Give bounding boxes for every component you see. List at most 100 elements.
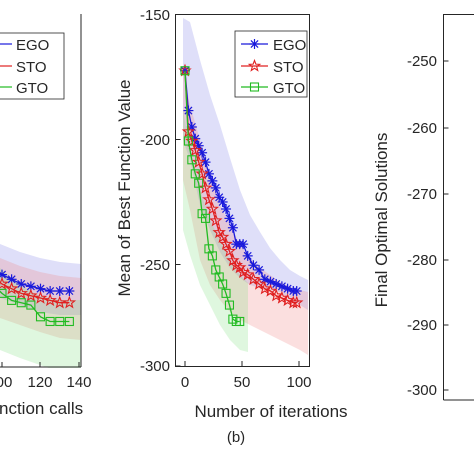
left-point-gto-7: [55, 316, 65, 327]
b-legend-markers: [247, 39, 262, 92]
right-ytick-label-4: -290: [407, 317, 437, 334]
b-xticks: [184, 361, 300, 366]
b-xtick-label-2: 100: [286, 374, 311, 391]
left-xticks: [1, 362, 80, 367]
b-ytick-label-0: -150: [140, 7, 170, 24]
b-yticks: [175, 14, 181, 367]
b-point-gto-9: [211, 265, 221, 275]
b-point-sto-22: [263, 283, 278, 297]
left-series: [0, 269, 77, 327]
b-point-ego-27: [291, 286, 302, 297]
right-ytick-label-5: -300: [407, 382, 437, 399]
b-band-ego: [183, 18, 308, 310]
b-legend-marker-sto: [247, 58, 262, 72]
b-point-gto-0: [180, 66, 190, 76]
left-point-sto-1: [0, 276, 9, 290]
b-legend-marker-ego: [249, 39, 260, 49]
b-point-sto-16: [232, 260, 247, 274]
b-y-axis-label: Mean of Best Function Value: [115, 79, 134, 296]
b-point-gto-5: [197, 209, 207, 219]
left-point-ego-8: [64, 286, 75, 297]
b-legend-marker-gto: [249, 82, 260, 92]
b-xtick-label-0: 0: [181, 374, 189, 391]
left-point-gto-5: [35, 312, 46, 322]
right-y-axis-label: Final Optimal Solutions: [372, 133, 391, 308]
b-caption: (b): [227, 429, 245, 446]
b-legend-label-ego: EGO: [273, 37, 306, 54]
b-point-gto-12: [221, 288, 231, 298]
b-point-gto-2: [187, 155, 197, 165]
b-point-ego-19: [248, 260, 259, 271]
b-point-sto-3: [188, 143, 202, 157]
b-point-sto-10: [212, 225, 226, 239]
left-panel: 00 120 140 nction calls EGO STO GTO: [0, 14, 92, 418]
b-point-sto-18: [240, 267, 255, 281]
b-axes-frame: [175, 14, 310, 367]
b-xtick-label-1: 50: [234, 374, 251, 391]
b-point-ego-14: [227, 222, 238, 233]
right-yticks: [443, 60, 449, 391]
b-ytick-label-2: -250: [140, 257, 170, 274]
left-point-sto-6: [43, 293, 57, 307]
b-legend-label-sto: STO: [273, 59, 304, 76]
left-line-gto: [0, 290, 70, 323]
left-legend-label-sto: STO: [16, 59, 47, 76]
b-point-sto-26: [286, 295, 301, 309]
left-band-sto: [0, 258, 81, 340]
right-ytick-label-0: -250: [407, 53, 437, 70]
left-point-sto-3: [14, 286, 28, 300]
b-line-gto: [184, 70, 240, 323]
left-point-gto-3: [16, 298, 26, 308]
b-point-ego-17: [238, 239, 249, 250]
b-point-gto-11: [218, 279, 228, 289]
left-line-sto: [0, 281, 70, 304]
b-point-sto-5: [195, 166, 209, 180]
b-point-gto-13: [224, 300, 235, 310]
left-point-gto-8: [64, 316, 74, 327]
b-legend-label-gto: GTO: [273, 80, 305, 97]
b-point-gto-3: [190, 169, 200, 179]
left-point-ego-4: [25, 281, 36, 292]
b-point-ego-20: [254, 264, 265, 275]
b-point-ego-13: [224, 213, 235, 224]
b-legend: EGO STO GTO: [234, 30, 308, 98]
left-xtick-label-1: 120: [27, 374, 52, 391]
b-legend-box: [234, 30, 308, 98]
left-xtick-label-2: 140: [66, 374, 91, 391]
left-point-sto-5: [33, 290, 48, 304]
right-ytick-label-3: -280: [407, 252, 437, 269]
b-ytick-label-3: -300: [140, 358, 170, 375]
b-point-sto-7: [202, 192, 216, 206]
left-point-gto-1: [0, 288, 7, 298]
left-point-gto-4: [26, 300, 36, 310]
right-panel: -250 -260 -270 -280 -290 -300 Final Opti…: [372, 14, 474, 401]
left-band-ego: [0, 244, 81, 315]
b-point-gto-16: [235, 316, 245, 327]
b-point-sto-4: [191, 155, 206, 168]
b-point-sto-21: [258, 281, 272, 295]
b-point-gto-1: [183, 136, 193, 146]
b-ytick-label-1: -200: [140, 132, 170, 149]
left-legend: EGO STO GTO: [0, 32, 65, 100]
b-point-gto-10: [214, 272, 224, 282]
b-point-sto-6: [198, 180, 213, 194]
b-x-axis-label: Number of iterations: [194, 402, 347, 421]
left-point-sto-2: [4, 281, 19, 295]
b-point-sto-19: [246, 272, 261, 286]
b-point-sto-12: [219, 237, 233, 250]
left-x-axis-label: nction calls: [0, 399, 83, 418]
right-ytick-label-2: -270: [407, 186, 437, 203]
b-series: [178, 63, 304, 327]
left-point-sto-8: [62, 295, 77, 309]
b-point-ego-9: [210, 182, 221, 193]
b-point-gto-7: [204, 244, 214, 254]
b-point-sto-27: [289, 295, 304, 309]
left-point-gto-6: [45, 316, 55, 327]
right-ytick-label-1: -260: [407, 120, 437, 137]
left-bands: [0, 244, 81, 368]
b-point-sto-8: [205, 201, 220, 215]
left-point-ego-7: [54, 286, 65, 297]
b-point-ego-1: [183, 105, 194, 116]
b-point-gto-8: [207, 251, 217, 261]
